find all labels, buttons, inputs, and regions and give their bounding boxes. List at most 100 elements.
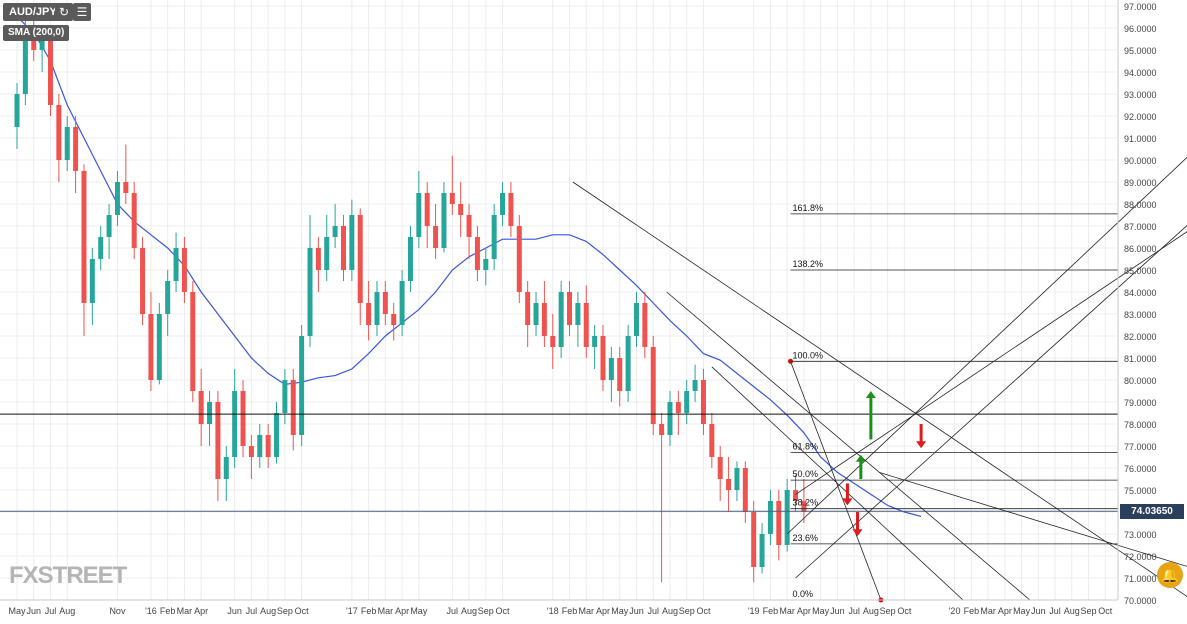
candle-body: [140, 248, 146, 314]
x-tick-label: Feb: [361, 606, 377, 616]
candle: [625, 325, 631, 402]
candle-body: [550, 336, 556, 347]
candle-body: [64, 127, 70, 160]
trendline: [572, 181, 1187, 597]
candle-body: [567, 292, 573, 325]
candle-body: [315, 248, 321, 270]
x-tick-label: Mar: [779, 606, 795, 616]
candle-body: [491, 215, 497, 259]
candle: [801, 479, 807, 523]
x-tick-label: Aug: [1064, 606, 1080, 616]
candle-body: [617, 358, 623, 391]
y-tick-label: 77.0000: [1124, 442, 1157, 452]
candle-body: [248, 446, 254, 457]
candle: [148, 292, 154, 391]
candle-body: [767, 501, 773, 534]
candle-body: [257, 435, 263, 457]
candle-body: [700, 380, 706, 424]
candle-body: [274, 413, 280, 457]
candle-body: [776, 501, 782, 545]
x-tick-label: Oct: [897, 606, 912, 616]
candle: [248, 435, 254, 479]
candle-body: [483, 259, 489, 270]
candle: [131, 182, 137, 259]
x-tick-label: Sep: [1081, 606, 1097, 616]
y-tick-label: 90.0000: [1124, 156, 1157, 166]
candle-body: [207, 402, 213, 424]
trendline: [795, 231, 1187, 495]
x-tick-label: Mar: [378, 606, 394, 616]
candle: [391, 303, 397, 341]
x-tick-label: Mar: [177, 606, 193, 616]
candle: [767, 490, 773, 545]
y-tick-label: 81.0000: [1124, 354, 1157, 364]
candle: [583, 285, 589, 358]
refresh-icon[interactable]: ↻: [55, 3, 73, 21]
candle-body: [173, 248, 179, 281]
x-tick-label: Jun: [629, 606, 644, 616]
candle-body: [165, 281, 171, 314]
candle: [416, 171, 422, 248]
x-tick-label: Feb: [964, 606, 980, 616]
candle: [215, 391, 221, 501]
candle: [474, 226, 480, 281]
candle-body: [399, 281, 405, 325]
candle: [692, 364, 698, 402]
candle: [793, 474, 799, 512]
candle-body: [240, 391, 246, 446]
candle: [558, 281, 564, 358]
candle-body: [332, 226, 338, 237]
candle-body: [726, 479, 732, 490]
arrows-layer: [842, 391, 927, 537]
notification-bell-icon[interactable]: 🔔: [1157, 562, 1183, 588]
fibonacci-layer: 0.0% 23.6% 38.2% 50.0% 61.8% 100.0% 138.2% 161.…: [790, 203, 1118, 601]
x-tick-label: Aug: [260, 606, 276, 616]
candle: [734, 461, 740, 501]
y-tick-label: 78.0000: [1124, 420, 1157, 430]
candle: [265, 424, 271, 468]
candle: [709, 413, 715, 468]
candle: [650, 336, 656, 435]
x-tick-label: Apr: [395, 606, 409, 616]
candle: [81, 164, 87, 336]
candle: [89, 248, 95, 325]
chart-settings-icon[interactable]: ☰: [73, 3, 91, 21]
arrow-head: [865, 391, 876, 398]
candle: [525, 281, 531, 347]
indicator-label[interactable]: SMA (200,0): [3, 25, 70, 41]
candle: [290, 369, 296, 451]
candle: [541, 281, 547, 347]
candle-body: [181, 248, 187, 292]
candle-body: [558, 292, 564, 347]
x-tick-label: Jul: [1049, 606, 1061, 616]
candle: [675, 391, 681, 435]
candle-body: [684, 391, 690, 413]
y-tick-label: 80.0000: [1124, 376, 1157, 386]
arrow-head: [842, 498, 853, 506]
candle-body: [190, 292, 196, 391]
candle-body: [525, 292, 531, 325]
candle-body: [223, 457, 229, 479]
candle: [508, 182, 514, 237]
candle: [592, 325, 598, 369]
x-tick-label: Mar: [980, 606, 996, 616]
candle: [64, 116, 70, 171]
candle: [500, 182, 506, 226]
candle-body: [148, 314, 154, 380]
candle: [441, 182, 447, 253]
x-tick-label: Oct: [295, 606, 310, 616]
x-tick-label: Sep: [880, 606, 896, 616]
symbol-label[interactable]: AUD/JPY: [3, 3, 63, 21]
candle-body: [98, 237, 104, 259]
candle: [784, 479, 790, 552]
candle: [433, 204, 439, 259]
candle-body: [81, 171, 87, 303]
candle: [742, 461, 748, 523]
x-tick-label: Feb: [562, 606, 578, 616]
candle-body: [583, 303, 589, 347]
candle: [533, 292, 539, 336]
candle-body: [759, 534, 765, 567]
x-tick-label: '16: [145, 606, 157, 616]
trendlines-layer: [0, 156, 1187, 603]
